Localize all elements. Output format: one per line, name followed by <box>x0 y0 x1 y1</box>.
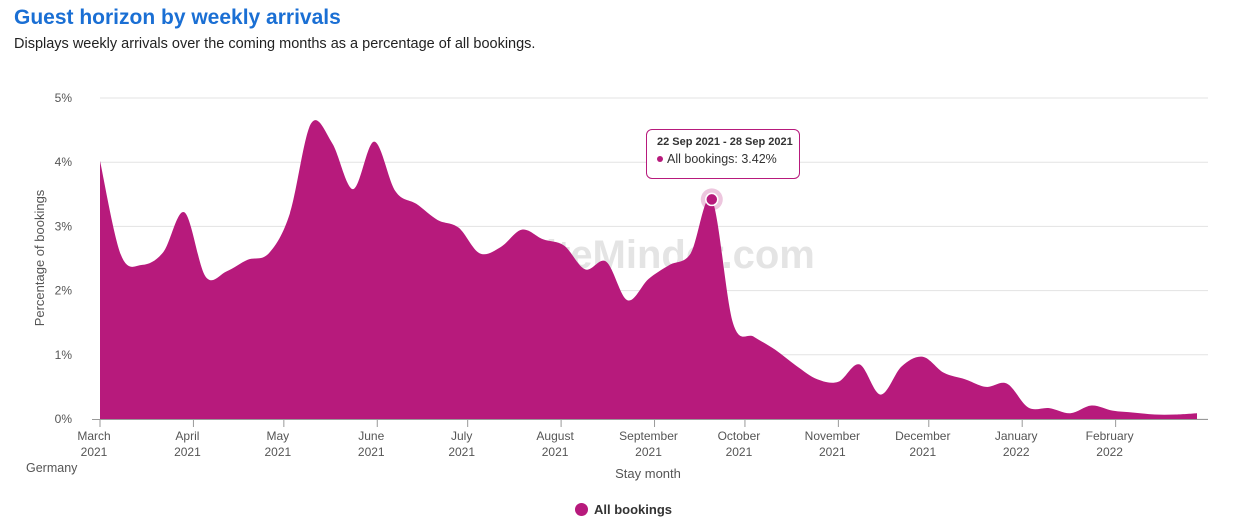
x-tick-label-month: November <box>805 429 860 443</box>
x-tick-label-year: 2021 <box>542 445 569 459</box>
x-tick-label-month: September <box>619 429 678 443</box>
x-tick-label-year: 2021 <box>819 445 846 459</box>
tooltip-value-row: All bookings: 3.42% <box>657 152 799 166</box>
chart-subtitle: Displays weekly arrivals over the coming… <box>14 36 536 52</box>
x-tick-label-month: August <box>536 429 574 443</box>
chart-title: Guest horizon by weekly arrivals <box>14 6 341 29</box>
x-tick-label-year: 2021 <box>635 445 662 459</box>
tooltip: 22 Sep 2021 - 28 Sep 2021 All bookings: … <box>646 129 800 179</box>
x-axis-title: Stay month <box>615 466 681 481</box>
x-tick-label-year: 2021 <box>174 445 201 459</box>
y-axis-title: Percentage of bookings <box>32 189 47 326</box>
legend-dot-icon <box>575 503 588 516</box>
x-tick-label-month: April <box>175 429 199 443</box>
tooltip-series-dot-icon <box>657 156 663 162</box>
x-tick-label-month: January <box>995 429 1038 443</box>
y-tick-label: 5% <box>55 91 73 105</box>
x-tick-label-year: 2021 <box>358 445 385 459</box>
y-tick-label: 4% <box>55 155 73 169</box>
country-label: Germany <box>26 461 78 475</box>
x-tick-label-month: June <box>358 429 384 443</box>
x-tick-label-year: 2021 <box>264 445 291 459</box>
x-tick-label-month: February <box>1086 429 1134 443</box>
y-tick-label: 2% <box>55 284 73 298</box>
x-tick-label-month: July <box>451 429 472 443</box>
y-axis-ticks: 0% 1% 2% 3% 4% 5% <box>55 91 73 426</box>
x-tick-label-year: 2021 <box>81 445 108 459</box>
x-tick-label-month: March <box>77 429 110 443</box>
tooltip-value: All bookings: 3.42% <box>667 152 777 166</box>
x-tick-label-year: 2021 <box>909 445 936 459</box>
x-tick-label-year: 2021 <box>448 445 475 459</box>
area-chart[interactable]: 0%1%2%3%4%5% SiteMinder.com March2021Apr… <box>0 0 1247 500</box>
x-tick-label-year: 2021 <box>726 445 753 459</box>
series-area-all-bookings[interactable] <box>100 120 1197 419</box>
y-tick-label: 0% <box>55 412 73 426</box>
y-tick-label: 1% <box>55 348 73 362</box>
highlight-point[interactable] <box>705 192 719 207</box>
legend[interactable]: All bookings <box>0 502 1247 517</box>
x-tick-label-year: 2022 <box>1096 445 1123 459</box>
legend-label[interactable]: All bookings <box>594 502 672 517</box>
x-tick-label-month: October <box>718 429 761 443</box>
x-tick-label-year: 2022 <box>1003 445 1030 459</box>
tooltip-date: 22 Sep 2021 - 28 Sep 2021 <box>657 136 793 148</box>
x-tick-label-month: December <box>895 429 950 443</box>
x-axis-ticks: March 2021 April 2021 May 2021 June 2021 July 202… <box>77 419 1134 459</box>
y-tick-label: 3% <box>55 219 73 233</box>
x-tick-label-month: May <box>267 429 290 443</box>
